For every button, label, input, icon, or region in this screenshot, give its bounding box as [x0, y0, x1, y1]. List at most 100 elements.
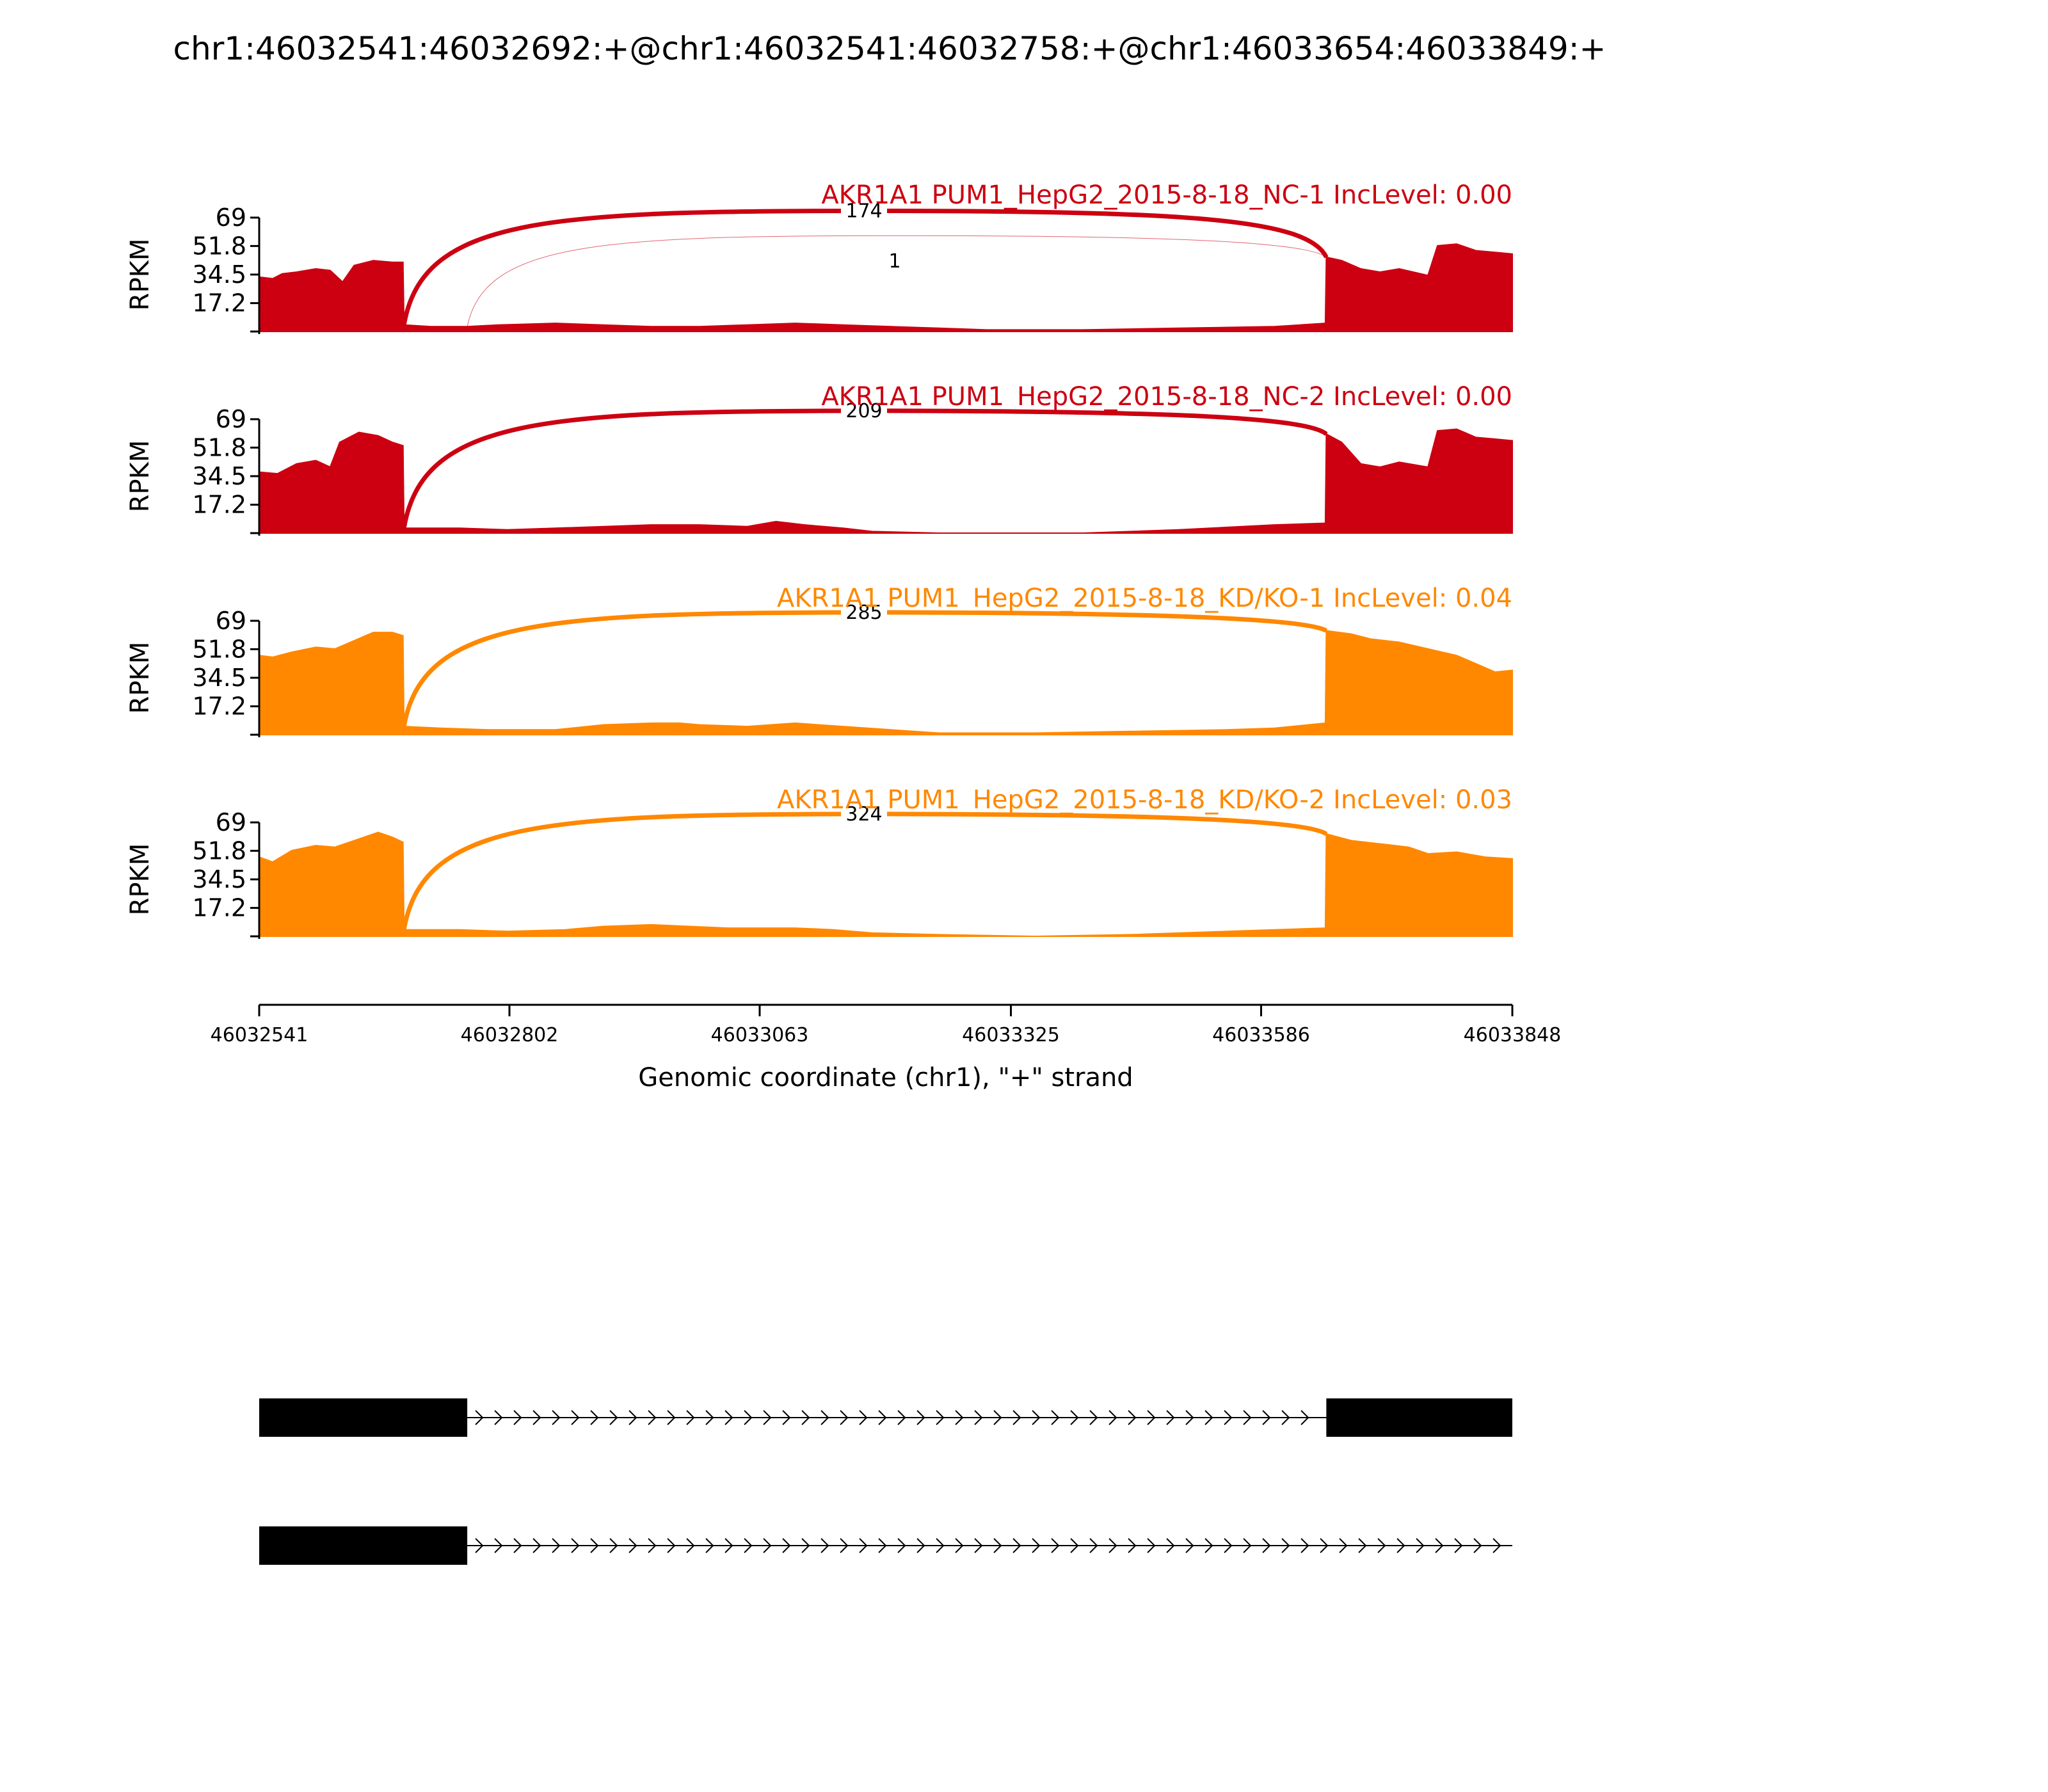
panel-title: AKR1A1 PUM1_HepG2_2015-8-18_NC-2 IncLeve… — [821, 382, 1512, 412]
strand-arrow — [1166, 1538, 1175, 1553]
strand-arrow — [897, 1538, 906, 1553]
junction-arc — [401, 812, 1328, 931]
strand-arrow — [1128, 1410, 1137, 1425]
y-tick-label: 17.2 — [192, 491, 246, 519]
strand-arrow — [648, 1410, 657, 1425]
junction-arc — [401, 610, 1328, 727]
strand-arrow — [686, 1538, 695, 1553]
y-tick-label: 69 — [216, 808, 246, 836]
y-tick-label: 34.5 — [192, 260, 246, 289]
coverage-area — [259, 831, 1513, 938]
junction-arc — [401, 408, 1328, 529]
strand-arrow — [1051, 1410, 1060, 1425]
strand-arrow — [801, 1410, 810, 1425]
exon-block — [259, 1398, 468, 1437]
junction-count-label: 209 — [845, 400, 882, 422]
strand-arrow — [1204, 1538, 1213, 1553]
strand-arrow — [1281, 1410, 1290, 1425]
y-tick-label: 69 — [216, 607, 246, 635]
panel-title: AKR1A1 PUM1_HepG2_2015-8-18_KD/KO-2 IncL… — [777, 785, 1512, 815]
strand-arrow — [1070, 1410, 1079, 1425]
exon-block — [1326, 1398, 1512, 1437]
junction-label-bg — [841, 403, 887, 422]
strand-arrow — [1377, 1538, 1386, 1553]
strand-arrow — [628, 1410, 637, 1425]
strand-arrow — [724, 1410, 733, 1425]
strand-arrow — [974, 1410, 983, 1425]
junction-count-label: 174 — [845, 200, 882, 222]
strand-arrow — [840, 1410, 849, 1425]
junction-count-label: 1 — [888, 250, 900, 273]
strand-arrow — [1224, 1538, 1233, 1553]
strand-arrow — [1416, 1538, 1425, 1553]
strand-arrow — [897, 1410, 906, 1425]
strand-arrow — [1300, 1538, 1309, 1553]
strand-arrow — [936, 1410, 945, 1425]
strand-arrow — [1147, 1410, 1156, 1425]
strand-arrow — [955, 1410, 964, 1425]
junction-count-label: 285 — [845, 602, 882, 624]
y-tick-label: 69 — [216, 204, 246, 232]
y-axis-label: RPKM — [125, 440, 155, 513]
strand-arrow — [1089, 1538, 1098, 1553]
strand-arrow — [1128, 1538, 1137, 1553]
junction-label-bg — [872, 253, 918, 273]
strand-arrow — [782, 1538, 791, 1553]
junction-count-label: 324 — [845, 803, 882, 826]
strand-arrow — [552, 1410, 561, 1425]
junction-arc — [401, 208, 1329, 326]
strand-arrow — [1224, 1410, 1233, 1425]
plot-title: chr1:46032541:46032692:+@chr1:46032541:4… — [173, 30, 1606, 67]
strand-arrow — [1262, 1410, 1271, 1425]
y-tick-label: 51.8 — [192, 635, 246, 663]
strand-arrow — [878, 1538, 887, 1553]
strand-arrow — [1108, 1410, 1117, 1425]
strand-arrow — [1166, 1410, 1175, 1425]
strand-arrow — [1473, 1538, 1482, 1553]
strand-arrow — [667, 1410, 676, 1425]
x-tick-label: 46033848 — [1464, 1024, 1562, 1046]
strand-arrow — [705, 1410, 714, 1425]
strand-arrow — [494, 1538, 503, 1553]
strand-arrow — [878, 1410, 887, 1425]
strand-arrow — [840, 1538, 849, 1553]
strand-arrow — [1032, 1410, 1041, 1425]
transcript — [259, 1398, 1512, 1437]
strand-arrow — [590, 1410, 599, 1425]
strand-arrow — [1108, 1538, 1117, 1553]
strand-arrow — [1262, 1538, 1271, 1553]
strand-arrow — [475, 1538, 484, 1553]
x-tick-label: 46032541 — [211, 1024, 308, 1046]
strand-arrow — [1492, 1538, 1501, 1553]
strand-arrow — [494, 1410, 503, 1425]
y-tick-label: 34.5 — [192, 664, 246, 692]
strand-arrow — [955, 1538, 964, 1553]
x-tick-label: 46032802 — [461, 1024, 559, 1046]
strand-arrow — [571, 1410, 580, 1425]
transcript — [259, 1526, 1512, 1565]
strand-arrow — [1320, 1538, 1329, 1553]
exon-block — [259, 1526, 468, 1565]
strand-arrow — [1358, 1538, 1367, 1553]
panel-title: AKR1A1 PUM1_HepG2_2015-8-18_KD/KO-1 IncL… — [777, 584, 1512, 613]
strand-arrow — [1070, 1538, 1079, 1553]
y-tick-label: 69 — [216, 405, 246, 433]
strand-arrow — [782, 1410, 791, 1425]
strand-arrow — [1089, 1410, 1098, 1425]
strand-arrow — [609, 1410, 618, 1425]
strand-arrow — [532, 1538, 541, 1553]
strand-arrow — [667, 1538, 676, 1553]
strand-arrow — [1454, 1538, 1463, 1553]
strand-arrow — [1435, 1538, 1444, 1553]
strand-arrow — [974, 1538, 983, 1553]
y-tick-label: 34.5 — [192, 865, 246, 893]
strand-arrow — [916, 1410, 925, 1425]
strand-arrow — [744, 1410, 753, 1425]
strand-arrow — [1185, 1410, 1194, 1425]
y-tick-label: 17.2 — [192, 692, 246, 721]
